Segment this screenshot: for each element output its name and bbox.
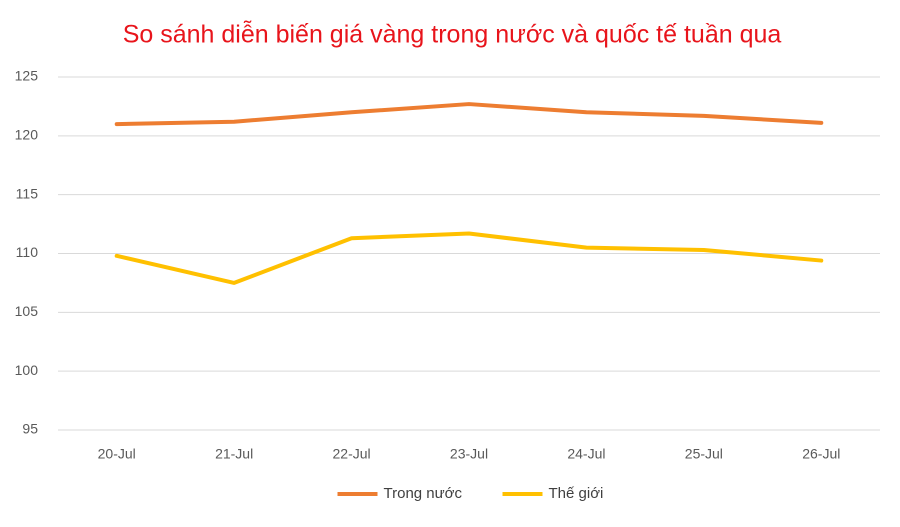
x-tick-label: 23-Jul <box>450 446 488 462</box>
x-tick-label: 22-Jul <box>333 446 371 462</box>
y-tick-label: 125 <box>15 68 39 84</box>
x-tick-label: 26-Jul <box>802 446 840 462</box>
series-line <box>114 231 824 285</box>
legend-label: Trong nước <box>384 485 463 502</box>
legend-label: Thế giới <box>549 485 604 502</box>
x-tick-label: 21-Jul <box>215 446 253 462</box>
x-tick-label: 20-Jul <box>98 446 136 462</box>
x-tick-label: 24-Jul <box>567 446 605 462</box>
y-tick-label: 95 <box>22 421 38 437</box>
y-tick-label: 110 <box>16 244 39 260</box>
y-tick-label: 115 <box>16 185 39 201</box>
chart-title: So sánh diễn biến giá vàng trong nước và… <box>123 20 782 49</box>
series-line <box>114 102 824 127</box>
y-tick-label: 120 <box>15 127 39 143</box>
x-tick-label: 25-Jul <box>685 446 723 462</box>
y-tick-label: 100 <box>15 362 39 378</box>
y-tick-label: 105 <box>15 303 39 319</box>
